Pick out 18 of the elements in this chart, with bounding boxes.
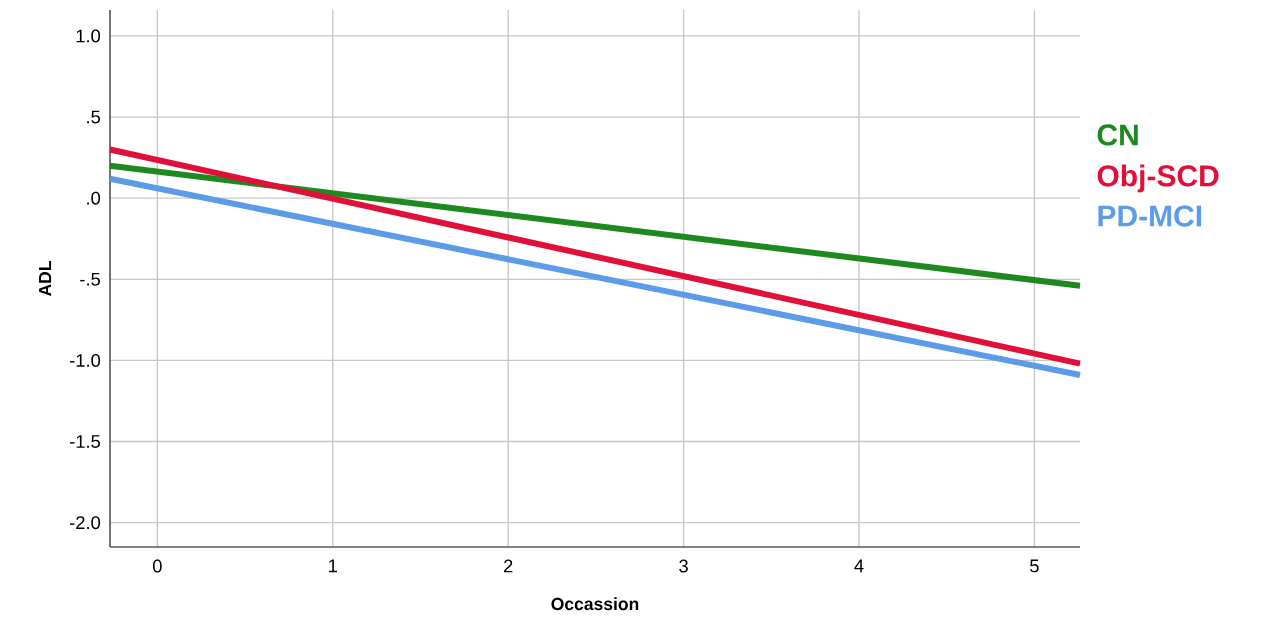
- x-tick-label: 5: [1030, 559, 1039, 573]
- x-tick-label: 3: [679, 559, 688, 573]
- y-tick-label: -1.5: [70, 435, 100, 448]
- x-axis-title: Occassion: [551, 597, 639, 611]
- y-tick-label: -2.0: [70, 516, 101, 530]
- y-axis-title: ADL: [39, 261, 52, 297]
- y-tick-label: .0: [87, 191, 101, 205]
- x-tick-label: 4: [854, 559, 864, 573]
- y-tick-label: -.5: [80, 272, 101, 286]
- text: Obj-SCD: [1097, 164, 1219, 193]
- x-tick-label: 2: [504, 559, 513, 573]
- x-tick-label: 1: [329, 559, 337, 573]
- text: CN: [1097, 124, 1138, 146]
- y-tick-label: .5: [87, 110, 100, 124]
- x-tick-label: 0: [152, 559, 162, 573]
- text: PD-MCI: [1098, 205, 1202, 227]
- y-tick-label: -1.0: [70, 353, 101, 367]
- y-tick-label: 1.0: [76, 29, 101, 43]
